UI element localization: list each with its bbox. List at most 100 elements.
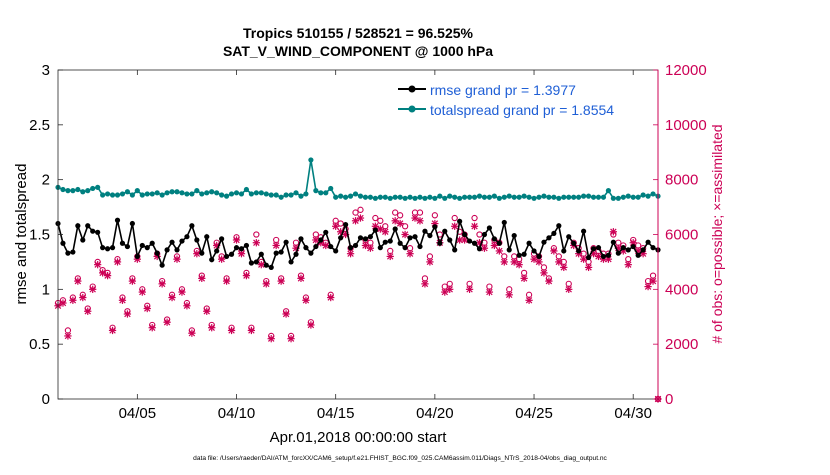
- legend-box: [392, 78, 652, 122]
- rmse-point: [258, 251, 264, 257]
- obs-assimilated-marker: [525, 296, 533, 304]
- obs-assimilated-marker: [465, 285, 474, 293]
- x-tick-label: 04/25: [515, 405, 553, 422]
- rmse-point: [476, 246, 483, 252]
- totalspread-point: [308, 157, 314, 163]
- totalspread-point: [481, 194, 488, 200]
- totalspread-point: [243, 186, 250, 193]
- obs-assimilated-marker: [332, 222, 340, 230]
- plot-area: [58, 70, 658, 399]
- obs-assimilated-marker: [118, 296, 127, 304]
- rmse-point: [471, 240, 478, 246]
- totalspread-point: [432, 195, 438, 201]
- rmse-point: [278, 249, 284, 255]
- obs-assimilated-marker: [500, 258, 508, 266]
- rmse-point: [288, 259, 294, 265]
- totalspread-point: [466, 194, 473, 200]
- obs-assimilated-marker: [366, 244, 375, 252]
- x-tick-label: 04/20: [416, 405, 454, 422]
- totalspread-point: [620, 194, 626, 200]
- legend: rmse grand pr = 1.3977 totalspread grand…: [392, 78, 652, 122]
- totalspread-point: [457, 195, 463, 201]
- rmse-point: [333, 248, 339, 254]
- rmse-point: [214, 248, 220, 254]
- obs-assimilated-marker: [232, 236, 241, 244]
- rmse-point: [615, 250, 621, 256]
- totalspread-point: [402, 195, 408, 201]
- rmse-point: [377, 245, 383, 251]
- totalspread-point: [392, 194, 398, 200]
- totalspread-point: [95, 184, 101, 190]
- totalspread-point: [278, 194, 284, 200]
- totalspread-point: [318, 190, 324, 196]
- rmse-point: [149, 240, 155, 246]
- obs-assimilated-marker: [158, 280, 166, 288]
- totalspread-point: [382, 194, 388, 200]
- obs-assimilated-marker: [322, 241, 330, 250]
- totalspread-point: [605, 188, 612, 194]
- obs-assimilated-marker: [421, 280, 429, 288]
- totalspread-point: [600, 194, 607, 200]
- rmse-point: [109, 245, 116, 251]
- rmse-point: [457, 218, 463, 224]
- rmse-point: [238, 246, 245, 252]
- y-axis-right-label: # of obs: o=possible; ×=assimilated: [709, 124, 725, 343]
- x-axis-label: Apr.01,2018 00:00:00 start: [270, 429, 448, 446]
- totalspread-point: [184, 191, 190, 197]
- rmse-point: [184, 234, 190, 240]
- rmse-point: [486, 225, 493, 231]
- totalspread-point: [471, 194, 478, 200]
- obs-assimilated-marker: [178, 288, 186, 296]
- obs-possible-marker: [377, 217, 384, 224]
- rmse-point: [491, 236, 497, 242]
- obs-assimilated-marker: [490, 241, 499, 250]
- y-left-tick-label: 2.5: [29, 117, 50, 134]
- legend-totalspread-label: totalspread grand pr = 1.8554: [430, 102, 614, 118]
- rmse-point: [620, 245, 626, 251]
- totalspread-point: [70, 188, 76, 194]
- totalspread-point: [273, 192, 279, 198]
- obs-assimilated-marker: [545, 277, 553, 285]
- totalspread-point: [144, 191, 150, 197]
- rmse-point: [323, 229, 329, 235]
- totalspread-point: [174, 189, 180, 195]
- rmse-point: [233, 245, 240, 251]
- y-right-tick-label: 8000: [665, 172, 698, 189]
- obs-layer: [54, 206, 662, 403]
- rmse-point: [387, 238, 393, 244]
- rmse-point: [268, 264, 274, 270]
- totalspread-point: [417, 194, 423, 200]
- totalspread-point: [407, 194, 413, 200]
- y-right-tick-label: 4000: [665, 281, 698, 298]
- obs-assimilated-marker: [644, 282, 652, 291]
- totalspread-point: [248, 191, 254, 197]
- y-right-tick-label: 0: [665, 391, 673, 408]
- rmse-point: [357, 235, 364, 241]
- rmse-point: [432, 224, 438, 230]
- totalspread-point: [347, 193, 354, 199]
- obs-assimilated-marker: [123, 310, 132, 318]
- totalspread-point: [571, 194, 577, 200]
- obs-assimilated-marker: [113, 258, 122, 266]
- rmse-point: [154, 250, 160, 256]
- x-tick-label: 04/05: [119, 405, 157, 422]
- rmse-point: [223, 253, 230, 260]
- rmse-point: [169, 239, 175, 245]
- obs-assimilated-marker: [584, 263, 593, 272]
- rmse-point: [437, 240, 443, 246]
- obs-assimilated-marker: [128, 277, 137, 285]
- totalspread-point: [149, 191, 155, 197]
- totalspread-point: [119, 191, 126, 197]
- obs-assimilated-marker: [550, 247, 558, 255]
- totalspread-point: [506, 193, 512, 199]
- obs-assimilated-marker: [143, 304, 151, 313]
- totalspread-point: [75, 186, 81, 193]
- obs-assimilated-marker: [173, 255, 181, 263]
- rmse-point: [273, 250, 279, 256]
- obs-assimilated-marker: [416, 217, 424, 225]
- totalspread-point: [526, 194, 532, 200]
- obs-possible-marker: [253, 231, 260, 238]
- rmse-point: [209, 257, 215, 263]
- rmse-point: [189, 223, 195, 229]
- totalspread-point: [233, 190, 240, 196]
